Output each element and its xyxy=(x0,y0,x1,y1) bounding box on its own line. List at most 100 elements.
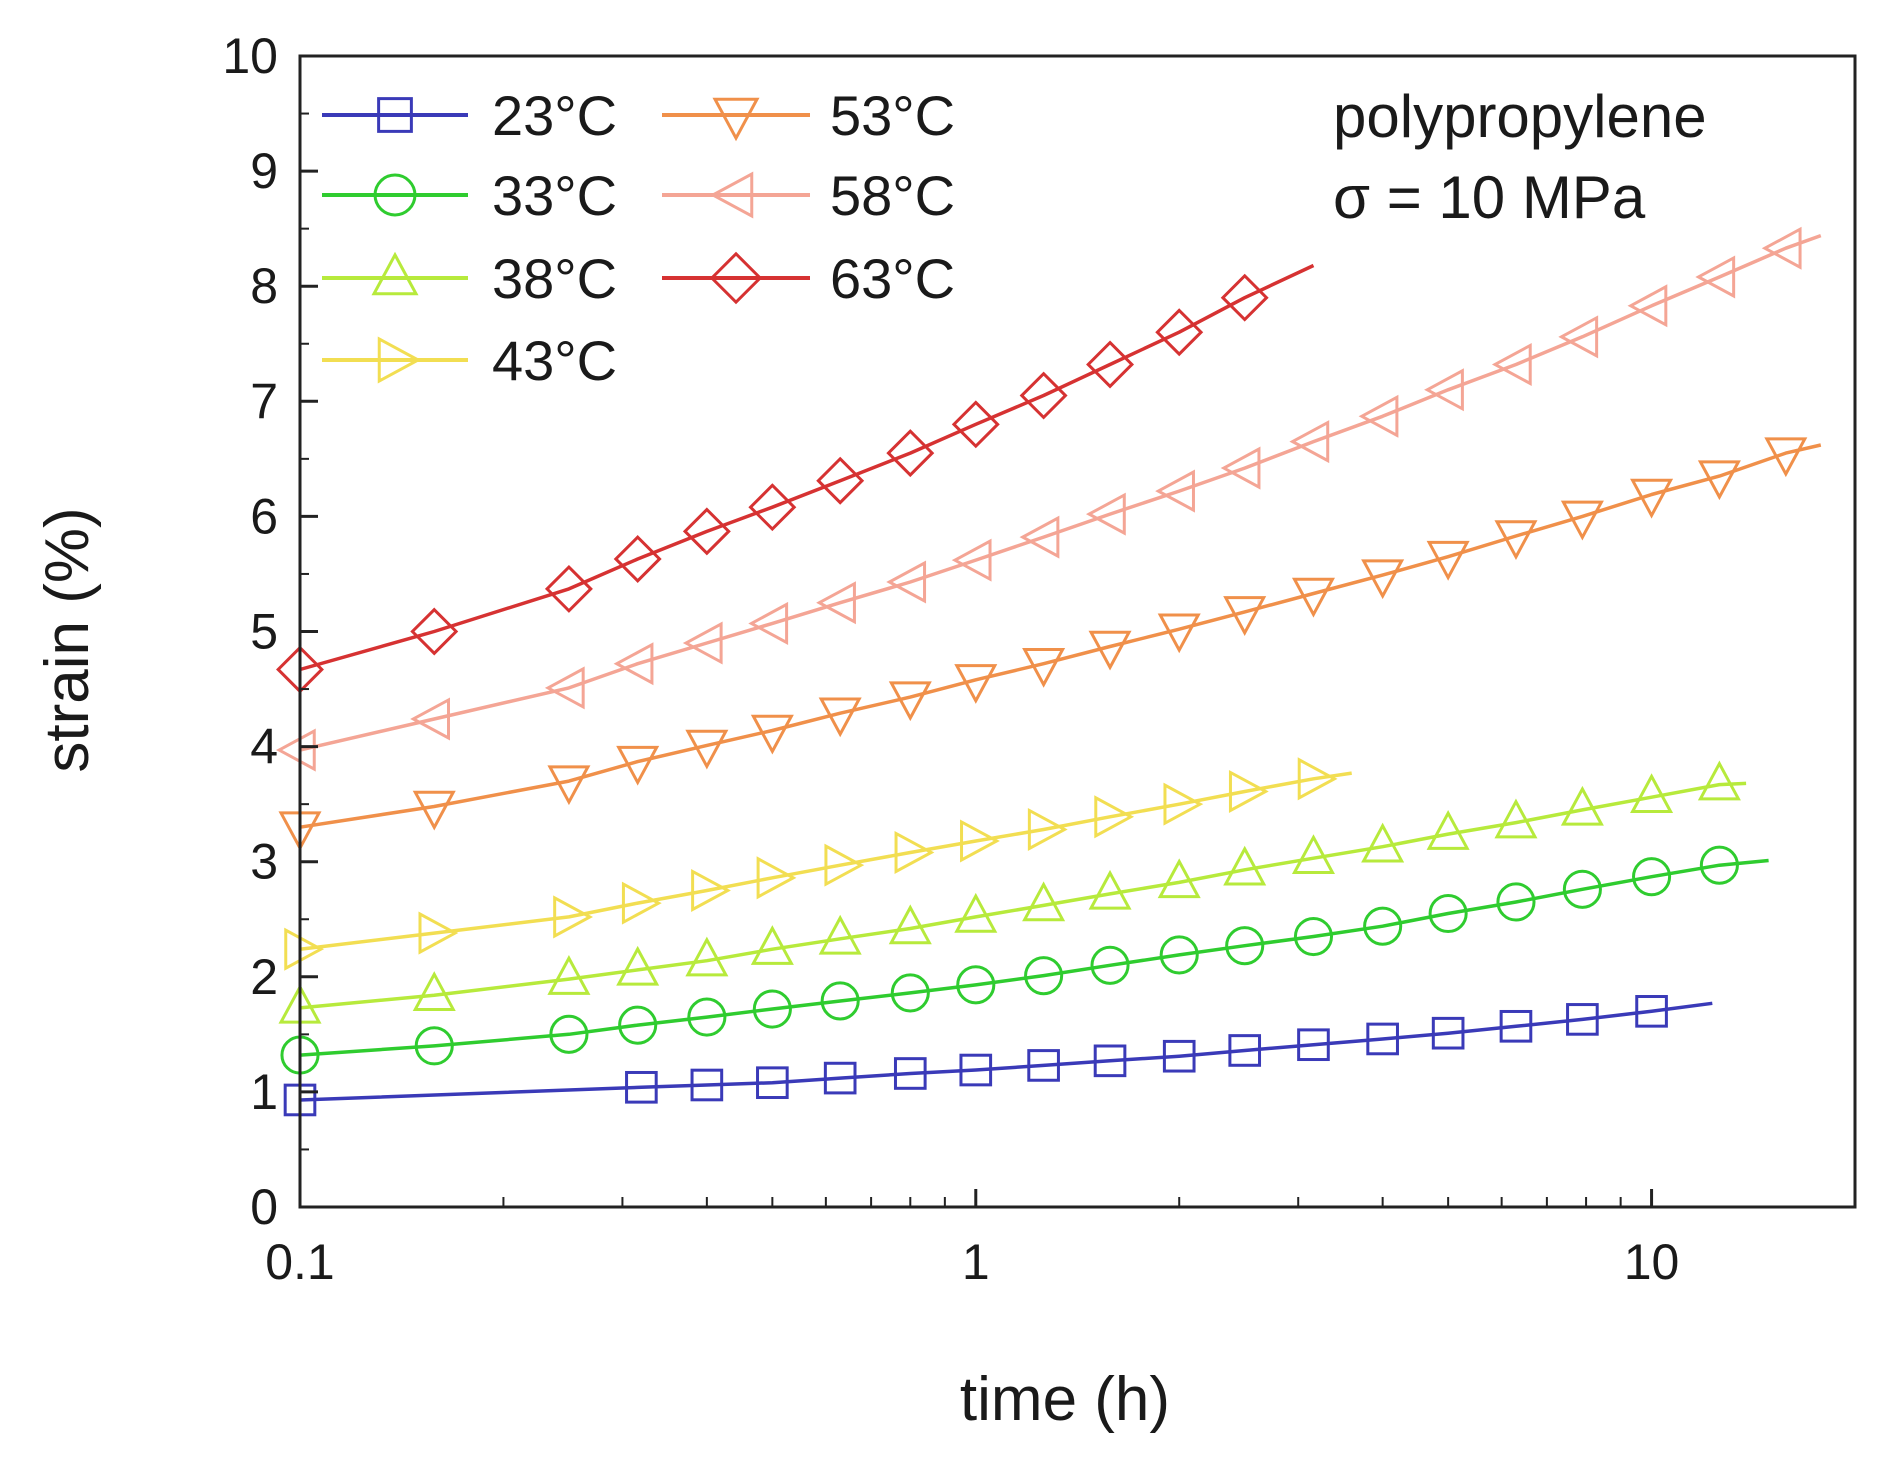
data-point xyxy=(1024,956,1064,996)
data-point xyxy=(1426,810,1470,850)
data-point xyxy=(1220,273,1269,322)
data-point xyxy=(1157,613,1201,654)
data-point xyxy=(1019,371,1068,420)
y-tick-label: 9 xyxy=(250,143,278,199)
data-point xyxy=(1426,540,1470,581)
data-point xyxy=(682,507,731,556)
data-point xyxy=(412,971,456,1011)
data-point xyxy=(816,456,865,505)
data-point xyxy=(1428,893,1468,934)
data-point xyxy=(414,1026,454,1066)
data-point xyxy=(547,765,591,806)
y-axis-title: strain (%) xyxy=(33,507,102,772)
data-point xyxy=(1361,559,1405,600)
data-point xyxy=(1699,845,1739,885)
data-point xyxy=(687,997,727,1037)
series-line-53°C xyxy=(299,443,1822,829)
data-point xyxy=(618,1005,658,1045)
data-point xyxy=(818,697,862,738)
y-tick-label: 4 xyxy=(250,719,278,775)
legend-label: 43°C xyxy=(492,329,617,392)
legend-label: 63°C xyxy=(830,247,955,310)
data-point xyxy=(1761,226,1802,270)
legend-label: 33°C xyxy=(492,164,617,227)
data-point xyxy=(616,945,660,986)
series-38°C xyxy=(278,760,1747,1024)
data-point xyxy=(1697,460,1741,501)
series-layer xyxy=(275,226,1822,1117)
legend: 23°C 33°C 38°C 43°C 53°C 58°C 63°C xyxy=(322,84,955,392)
data-point xyxy=(956,965,996,1005)
data-point xyxy=(1088,630,1132,671)
data-point xyxy=(1093,1044,1127,1078)
x-axis-title: time (h) xyxy=(960,1365,1170,1434)
data-point xyxy=(1695,255,1736,299)
data-point xyxy=(1228,1034,1262,1067)
series-43°C xyxy=(284,757,1352,971)
data-point xyxy=(954,664,998,704)
x-tick-label: 10 xyxy=(1624,1234,1680,1290)
data-point xyxy=(547,955,591,995)
data-point xyxy=(752,989,792,1029)
x-tick-label: 0.1 xyxy=(265,1234,335,1290)
data-point xyxy=(1494,520,1538,561)
data-point xyxy=(1566,1003,1599,1036)
data-point xyxy=(1499,1009,1533,1043)
data-point xyxy=(418,911,459,955)
data-point xyxy=(748,601,789,645)
data-point xyxy=(1697,760,1741,801)
series-63°C xyxy=(276,263,1315,694)
data-point xyxy=(1022,881,1066,922)
data-point xyxy=(959,1053,993,1087)
legend-label: 58°C xyxy=(830,164,955,227)
data-point xyxy=(756,856,797,900)
legend-marker xyxy=(377,336,422,384)
data-point xyxy=(1632,857,1672,897)
data-point xyxy=(1228,769,1269,814)
data-point xyxy=(1223,596,1267,636)
data-point xyxy=(1088,869,1132,910)
data-point xyxy=(616,745,660,786)
data-point xyxy=(1558,315,1599,359)
data-point xyxy=(890,973,930,1013)
data-point xyxy=(1289,420,1330,464)
data-point xyxy=(685,936,729,977)
data-point xyxy=(553,895,593,939)
data-point xyxy=(410,607,459,656)
y-tick-label: 8 xyxy=(250,258,278,314)
data-point xyxy=(824,843,865,887)
data-point xyxy=(1225,926,1265,966)
y-tick-label: 3 xyxy=(250,834,278,890)
y-tick-label: 6 xyxy=(250,488,278,544)
data-point xyxy=(1159,935,1199,975)
legend-item-23°C: 23°C xyxy=(322,84,617,147)
data-point xyxy=(690,1068,724,1102)
x-tick-label: 1 xyxy=(962,1234,990,1290)
data-point xyxy=(818,914,862,955)
legend-item-43°C: 43°C xyxy=(322,329,617,392)
data-point xyxy=(682,621,723,665)
data-point xyxy=(820,981,860,1021)
data-point xyxy=(1157,858,1201,899)
series-line-58°C xyxy=(299,233,1822,752)
data-point xyxy=(750,714,794,755)
legend-label: 53°C xyxy=(830,84,955,147)
data-point xyxy=(1086,340,1135,389)
data-point xyxy=(544,564,593,613)
series-line-43°C xyxy=(299,771,1352,951)
legend-marker xyxy=(373,173,417,217)
data-point xyxy=(756,1066,789,1100)
legend-item-38°C: 38°C xyxy=(322,247,617,310)
legend-item-58°C: 58°C xyxy=(662,164,955,227)
data-point xyxy=(613,642,654,686)
y-tick-label: 10 xyxy=(222,28,278,84)
data-point xyxy=(951,538,992,582)
data-point xyxy=(1220,446,1261,490)
data-point xyxy=(1358,394,1399,438)
legend-item-53°C: 53°C xyxy=(662,84,955,147)
data-point xyxy=(1223,845,1267,886)
series-line-33°C xyxy=(299,858,1769,1057)
legend-marker xyxy=(712,97,760,142)
